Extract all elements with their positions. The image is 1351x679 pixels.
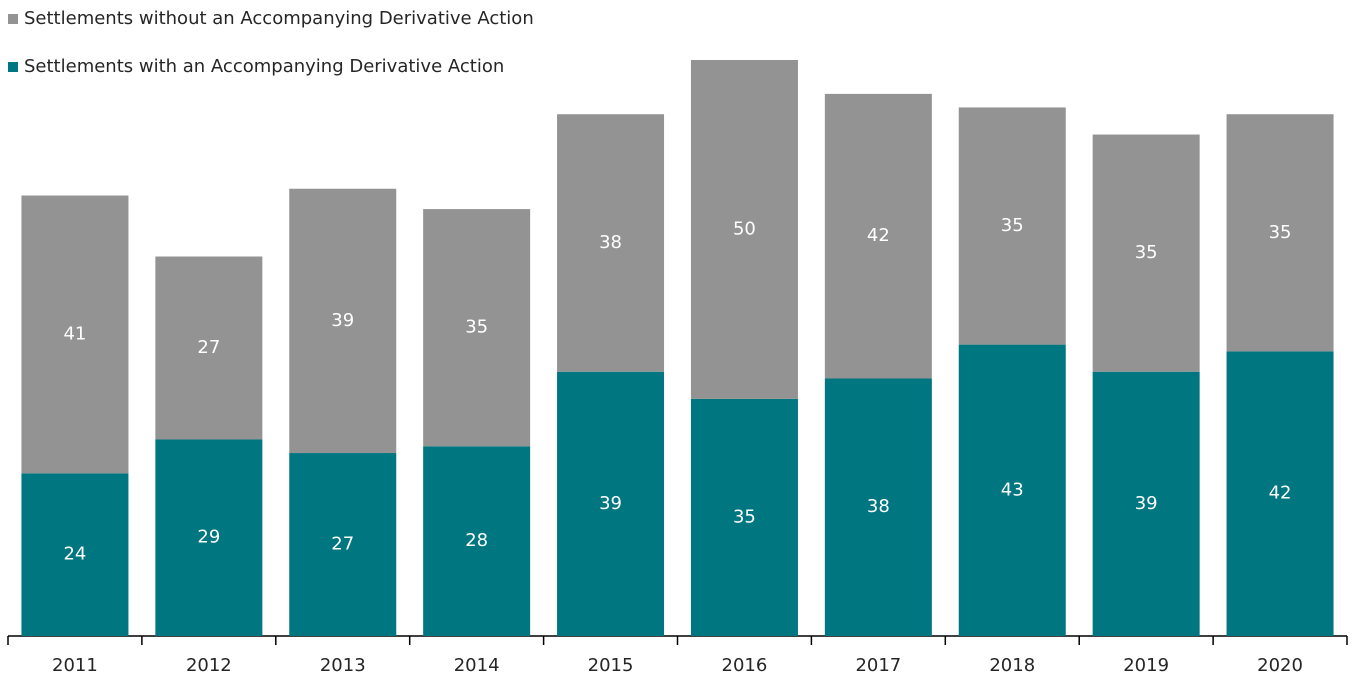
bar-segment (824, 93, 932, 379)
value-label: 50 (733, 218, 756, 239)
x-tick-label: 2017 (855, 655, 901, 676)
bar-segment (557, 371, 665, 636)
bar-segment (690, 60, 798, 399)
x-tick-label: 2020 (1257, 655, 1303, 676)
legend-swatch (8, 14, 18, 24)
value-label: 29 (197, 527, 220, 548)
value-label: 39 (331, 310, 354, 331)
value-label: 35 (1135, 242, 1158, 263)
value-label: 35 (465, 317, 488, 338)
x-tick-label: 2013 (320, 655, 366, 676)
legend-label: Settlements without an Accompanying Deri… (24, 8, 534, 29)
bar-segment (21, 195, 129, 474)
bar-segment (21, 473, 129, 636)
bar-segment (824, 378, 932, 636)
x-tick-label: 2016 (722, 655, 768, 676)
value-label: 42 (1269, 483, 1292, 504)
legend-swatch (8, 62, 18, 72)
bar-segment (1226, 114, 1334, 352)
x-tick-label: 2018 (989, 655, 1035, 676)
bar-segment (958, 107, 1066, 345)
value-label: 38 (599, 232, 622, 253)
value-label: 27 (331, 534, 354, 555)
value-label: 39 (599, 493, 622, 514)
value-label: 41 (63, 323, 86, 344)
bar-segment (423, 446, 531, 636)
bar-segment (958, 344, 1066, 636)
bar-segment (1226, 351, 1334, 636)
x-tick-label: 2012 (186, 655, 232, 676)
value-label: 39 (1135, 493, 1158, 514)
legend-label: Settlements with an Accompanying Derivat… (24, 56, 504, 77)
bar-segment (1092, 371, 1200, 636)
value-label: 24 (63, 544, 86, 565)
bar-segment (690, 398, 798, 636)
value-label: 38 (867, 496, 890, 517)
x-tick-label: 2011 (52, 655, 98, 676)
value-label: 43 (1001, 479, 1024, 500)
value-label: 27 (197, 337, 220, 358)
x-tick-label: 2019 (1123, 655, 1169, 676)
bar-segment (289, 453, 397, 636)
value-label: 35 (1269, 222, 1292, 243)
bar-segment (557, 114, 665, 372)
x-tick-label: 2014 (454, 655, 500, 676)
value-label: 35 (1001, 215, 1024, 236)
value-label: 28 (465, 530, 488, 551)
value-label: 42 (867, 225, 890, 246)
bar-segment (155, 256, 263, 440)
bar-segment (1092, 134, 1200, 372)
bar-segment (289, 188, 397, 454)
bar-segment (423, 209, 531, 447)
x-tick-label: 2015 (588, 655, 634, 676)
bar-segment (155, 439, 263, 636)
value-label: 35 (733, 506, 756, 527)
